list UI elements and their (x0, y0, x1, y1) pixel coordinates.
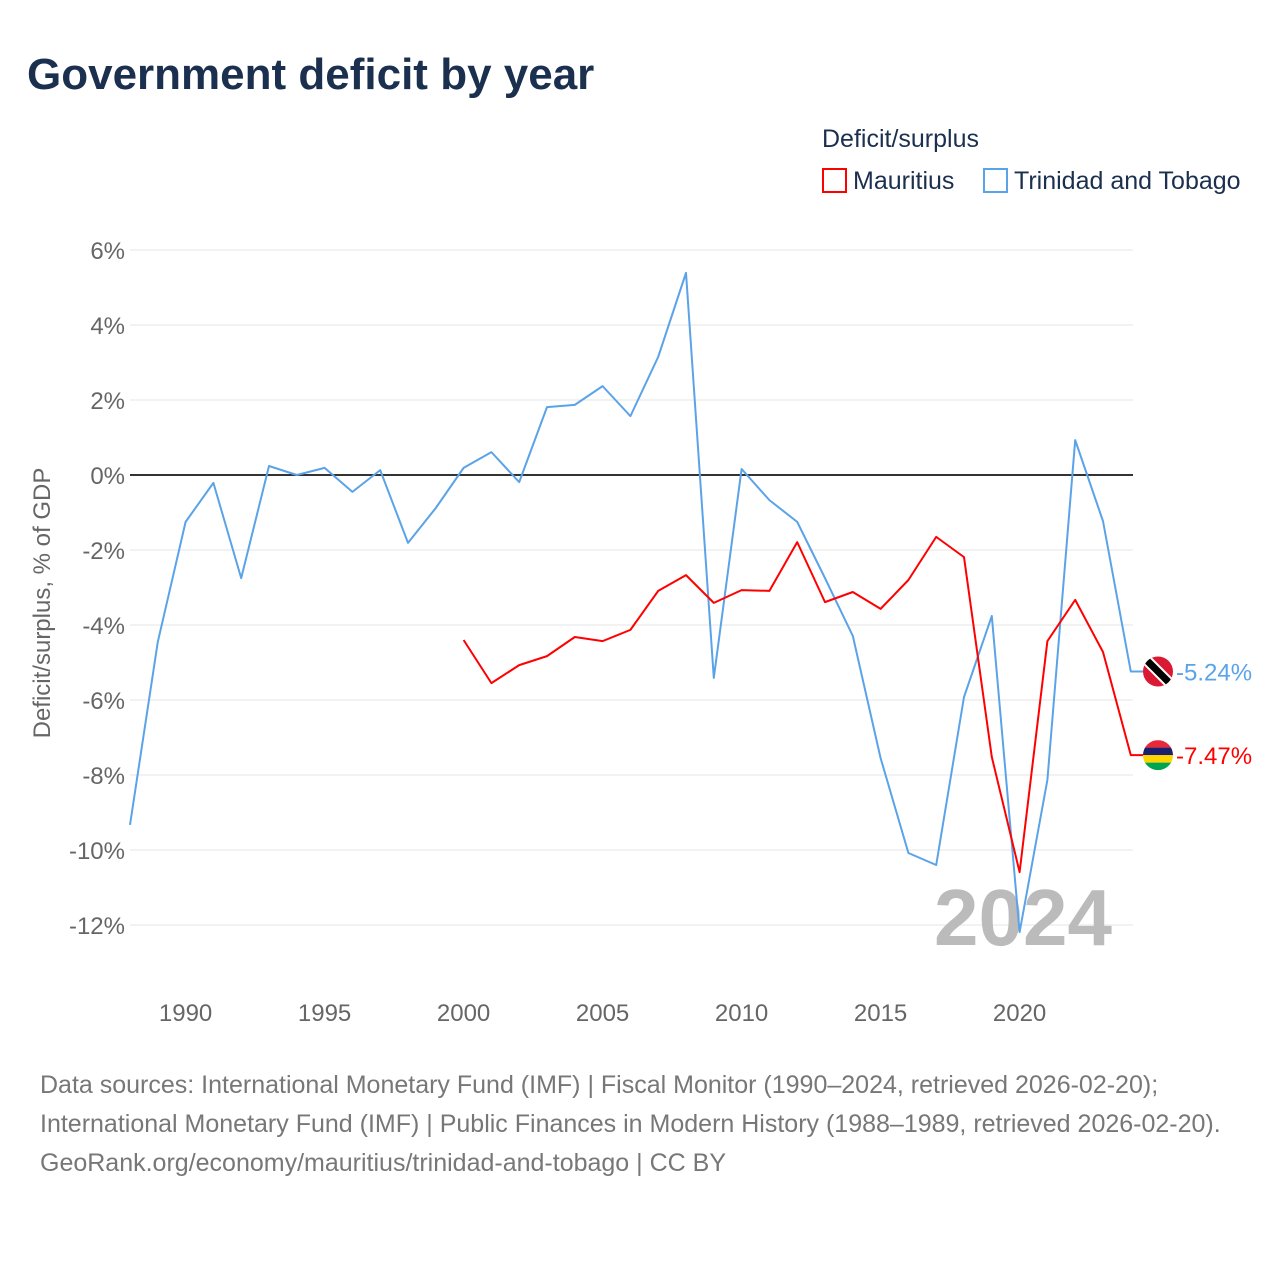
y-tick-label: -6% (82, 688, 125, 715)
footer: Data sources: International Monetary Fun… (40, 1066, 1240, 1183)
legend-swatch[interactable] (983, 168, 1008, 193)
x-tick-label: 2010 (715, 1000, 768, 1027)
y-axis-label: Deficit/surplus, % of GDP (29, 468, 56, 739)
series-line-mauritius (462, 535, 1143, 874)
end-value-label: -7.47% (1176, 743, 1252, 770)
end-value-label: -5.24% (1176, 660, 1252, 687)
x-tick-label: 2000 (437, 1000, 490, 1027)
mauritius-flag-icon (1143, 740, 1173, 771)
y-tick-label: 4% (90, 313, 125, 340)
license: | CC BY (629, 1149, 727, 1177)
y-tick-label: -10% (69, 838, 125, 865)
y-tick-label: 0% (90, 463, 125, 490)
y-tick-label: -8% (82, 763, 125, 790)
y-tick-label: -12% (69, 913, 125, 940)
y-tick-label: -4% (82, 613, 125, 640)
legend-swatch[interactable] (822, 168, 847, 193)
y-tick-label: 2% (90, 388, 125, 415)
source-link[interactable]: GeoRank.org/economy/mauritius/trinidad-a… (40, 1149, 630, 1177)
x-tick-label: 1990 (159, 1000, 212, 1027)
data-sources: Data sources: International Monetary Fun… (40, 1071, 1221, 1138)
y-tick-label: -2% (82, 538, 125, 565)
trinidad-flag-icon (1143, 656, 1173, 687)
line-chart: Deficit/surplus Mauritius Trinidad and To… (29, 125, 1252, 1027)
x-tick-label: 2005 (576, 1000, 629, 1027)
legend-title: Deficit/surplus (822, 125, 979, 153)
legend-label[interactable]: Mauritius (853, 167, 954, 195)
x-tick-label: 2015 (854, 1000, 907, 1027)
x-tick-label: 1995 (298, 1000, 351, 1027)
x-tick-label: 2020 (993, 1000, 1046, 1027)
legend-label[interactable]: Trinidad and Tobago (1014, 167, 1241, 195)
series-line-trinidad-and-tobago (129, 271, 1143, 934)
chart-title: Government deficit by year (27, 50, 595, 99)
y-tick-label: 6% (90, 238, 125, 265)
